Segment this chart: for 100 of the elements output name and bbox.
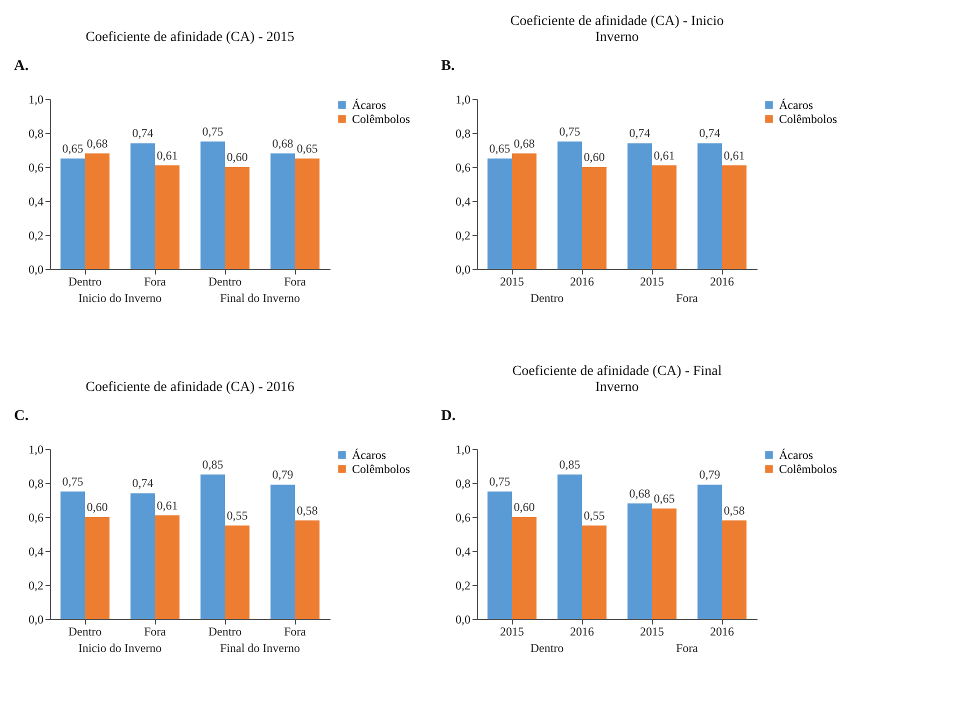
y-tick-label: 0,8	[28, 476, 44, 490]
text: D.	[441, 408, 456, 424]
x-tick-label: 2016	[570, 624, 594, 638]
text: Final do Inverno	[220, 641, 300, 655]
x-tick-label: Fora	[144, 274, 167, 288]
legend-label: Ácaros	[352, 98, 386, 112]
data-label: 0,85	[202, 458, 224, 472]
data-label: 0,68	[514, 136, 535, 150]
y-tick-label: 1,0	[28, 92, 44, 106]
data-label: 0,74	[699, 126, 720, 140]
text: Fora	[676, 641, 699, 655]
y-tick-label: 0,2	[456, 228, 470, 242]
x-tick-label: Dentro	[208, 274, 242, 288]
bar	[270, 484, 295, 619]
text: C.	[14, 408, 29, 424]
legend-label: Ácaros	[779, 448, 814, 462]
bar	[488, 158, 512, 269]
chart-title: Coeficiente de afinidade (CA) - 2016	[86, 380, 294, 395]
x-tick-label: Fora	[144, 624, 167, 638]
text: Inicio do Inverno	[78, 291, 162, 305]
data-label: 0,68	[272, 136, 294, 150]
bar	[85, 153, 110, 269]
x-tick-label: Fora	[284, 274, 307, 288]
text: Dentro	[530, 291, 564, 305]
legend-label: Ácaros	[779, 98, 814, 112]
bar	[722, 520, 746, 619]
x-tick-label: 2016	[570, 274, 594, 288]
bar	[155, 165, 180, 269]
legend-label: Ácaros	[352, 448, 386, 462]
data-label: 0,60	[514, 500, 535, 514]
y-tick-label: 0,4	[456, 194, 470, 208]
bar	[60, 158, 85, 269]
chart-title: Coeficiente de afinidade (CA) - Inicio Inverno	[510, 14, 724, 45]
x-tick-label: Dentro	[68, 624, 102, 638]
text: Fora	[676, 291, 699, 305]
y-tick-label: 0,6	[456, 160, 470, 174]
y-tick-label: 1,0	[28, 442, 44, 456]
y-tick-label: 1,0	[456, 442, 470, 456]
legend-label: Colêmbolos	[352, 112, 410, 126]
data-label: 0,75	[489, 474, 510, 488]
x-tick-label: 2015	[500, 274, 524, 288]
y-tick-label: 0,2	[28, 228, 44, 242]
data-label: 0,60	[584, 150, 605, 164]
text: Final do Inverno	[220, 291, 300, 305]
data-label: 0,55	[226, 508, 248, 522]
bar	[200, 474, 225, 619]
data-label: 0,65	[62, 142, 84, 156]
y-tick-label: 0,0	[456, 262, 470, 276]
bar	[722, 165, 746, 269]
data-label: 0,74	[132, 126, 154, 140]
bar	[512, 517, 536, 619]
bar	[200, 142, 225, 269]
x-tick-label: 2015	[500, 624, 524, 638]
y-tick-label: 0,0	[28, 262, 44, 276]
text: A.	[14, 58, 29, 74]
bar	[295, 158, 320, 269]
chart-title: Coeficiente de afinidade (CA) - Final Inverno	[512, 364, 722, 395]
bar	[652, 508, 676, 619]
y-tick-label: 0,8	[28, 126, 44, 140]
data-label: 0,74	[629, 126, 650, 140]
text: Inicio do Inverno	[78, 641, 162, 655]
y-tick-label: 0,0	[28, 612, 44, 626]
data-label: 0,61	[724, 148, 745, 162]
data-label: 0,65	[489, 142, 510, 156]
bar	[558, 142, 582, 269]
x-tick-label: Dentro	[208, 624, 242, 638]
text: B.	[441, 58, 456, 74]
y-tick-label: 0,6	[28, 160, 44, 174]
x-tick-label: Fora	[284, 624, 307, 638]
data-label: 0,79	[699, 468, 720, 482]
y-tick-label: 0,6	[456, 510, 470, 524]
bar	[270, 153, 295, 269]
bar	[582, 167, 606, 269]
data-label: 0,75	[559, 124, 580, 138]
y-tick-label: 0,8	[456, 126, 470, 140]
bar	[558, 474, 582, 619]
data-label: 0,60	[86, 500, 108, 514]
x-tick-label: 2016	[710, 274, 734, 288]
bar	[85, 517, 110, 619]
data-label: 0,74	[132, 476, 154, 490]
bar	[512, 153, 536, 269]
bar	[628, 503, 652, 619]
y-tick-label: 0,4	[456, 544, 470, 558]
bar	[698, 484, 722, 619]
data-label: 0,75	[202, 124, 224, 138]
data-label: 0,61	[156, 498, 178, 512]
bar	[295, 520, 320, 619]
legend-label: Colêmbolos	[352, 462, 410, 476]
data-label: 0,75	[62, 474, 84, 488]
y-tick-label: 1,0	[456, 92, 470, 106]
data-label: 0,68	[86, 136, 108, 150]
bar	[60, 492, 85, 619]
chart-title: Coeficiente de afinidade (CA) - 2015	[86, 30, 294, 45]
x-tick-label: 2016	[710, 624, 734, 638]
data-label: 0,58	[296, 503, 318, 518]
bar	[130, 143, 155, 269]
data-label: 0,60	[226, 150, 248, 164]
data-label: 0,55	[584, 508, 605, 522]
data-label: 0,65	[654, 492, 675, 506]
bar	[130, 493, 155, 619]
